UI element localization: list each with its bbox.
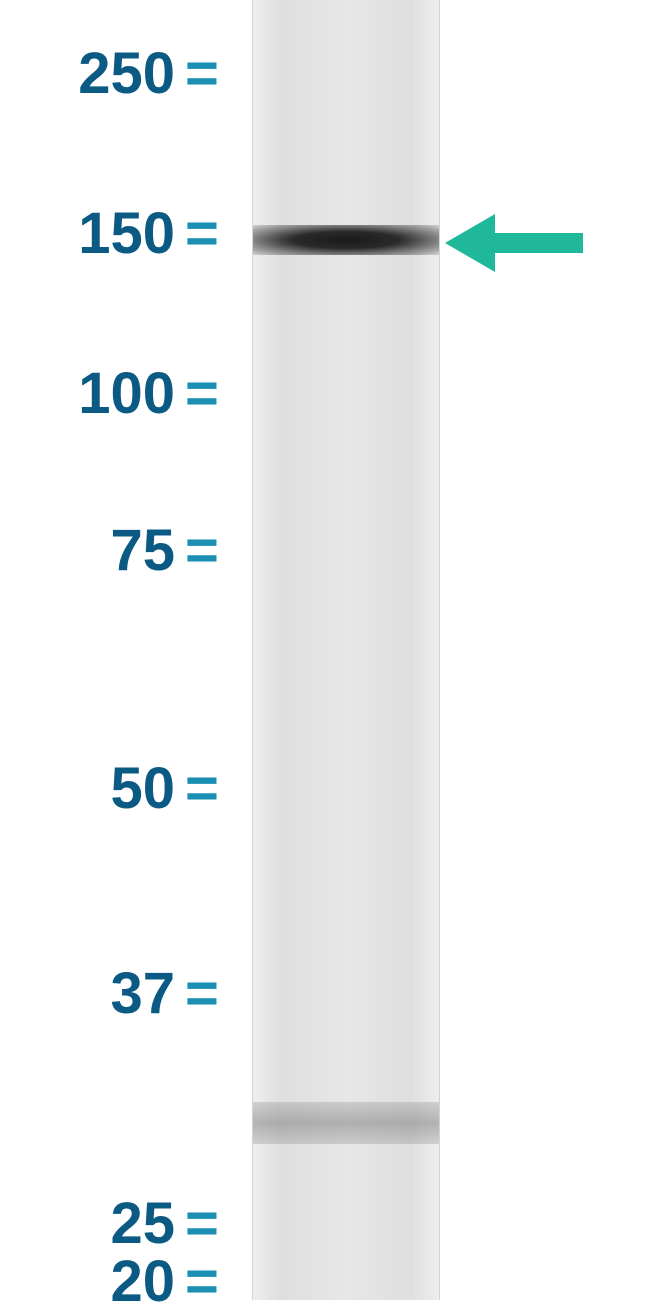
- blot-lane: [252, 0, 440, 1300]
- marker-tick-250: =: [185, 40, 219, 107]
- marker-tick-75: =: [185, 517, 219, 584]
- marker-label-100: 100: [0, 360, 175, 427]
- band-main: [253, 225, 439, 255]
- arrow-head-icon: [445, 214, 495, 272]
- marker-label-20: 20: [0, 1248, 175, 1315]
- band-background: [253, 1102, 439, 1144]
- marker-tick-37: =: [185, 960, 219, 1027]
- westernblot-figure: 250 = 150 = 100 = 75 = 50 = 37 = 25 = 20…: [0, 0, 650, 1300]
- arrow-shaft: [495, 233, 583, 253]
- marker-label-37: 37: [0, 960, 175, 1027]
- marker-tick-100: =: [185, 360, 219, 427]
- marker-label-25: 25: [0, 1190, 175, 1257]
- marker-label-75: 75: [0, 517, 175, 584]
- marker-label-250: 250: [0, 40, 175, 107]
- marker-tick-150: =: [185, 200, 219, 267]
- marker-tick-20: =: [185, 1248, 219, 1315]
- indicator-arrow: [445, 214, 583, 272]
- marker-label-150: 150: [0, 200, 175, 267]
- marker-tick-25: =: [185, 1190, 219, 1257]
- marker-label-50: 50: [0, 755, 175, 822]
- marker-tick-50: =: [185, 755, 219, 822]
